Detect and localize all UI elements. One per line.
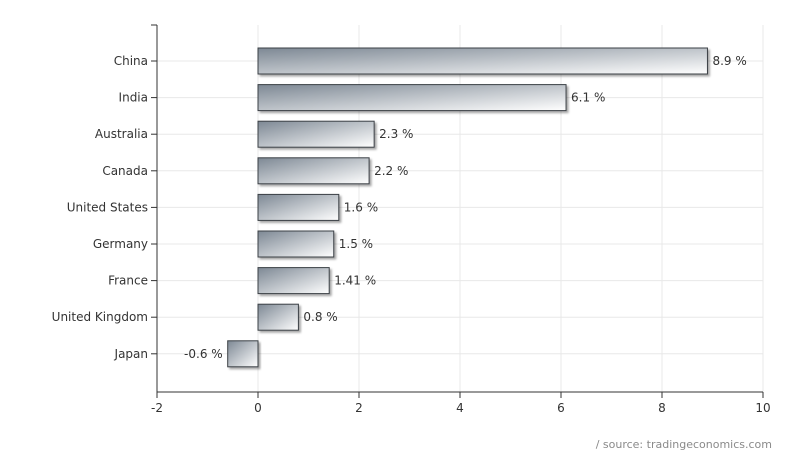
x-tick-label: 6 — [557, 401, 565, 415]
data-label: 8.9 % — [712, 54, 746, 68]
data-label: 2.2 % — [374, 164, 408, 178]
bar — [257, 84, 567, 112]
x-tick-label: 4 — [456, 401, 464, 415]
category-label: India — [119, 91, 148, 105]
category-label: France — [108, 274, 148, 288]
data-label: 0.8 % — [303, 310, 337, 324]
bar — [257, 193, 340, 221]
grid-lines — [157, 25, 764, 392]
data-label: 1.5 % — [339, 237, 373, 251]
bar — [257, 230, 335, 258]
category-label: Germany — [93, 237, 148, 251]
data-label: 6.1 % — [571, 91, 605, 105]
bar — [257, 157, 370, 185]
category-label: China — [114, 54, 148, 68]
bar — [257, 120, 375, 148]
bar — [257, 267, 330, 295]
x-tick-label: 0 — [254, 401, 262, 415]
category-label: Australia — [95, 127, 148, 141]
category-label: United Kingdom — [52, 310, 148, 324]
category-label: Canada — [102, 164, 148, 178]
category-label: United States — [67, 200, 148, 214]
source-note: / source: tradingeconomics.com — [595, 438, 772, 451]
labels: -2 0 2 4 6 8 10 China 8.9 % India 6.1 % Australia 2.… — [52, 54, 771, 415]
x-tick-label: 8 — [658, 401, 666, 415]
axes — [151, 24, 764, 398]
bar — [257, 47, 708, 75]
data-label: 1.41 % — [334, 274, 376, 288]
category-label: Japan — [114, 347, 148, 361]
data-label: -0.6 % — [184, 347, 223, 361]
bar — [257, 303, 299, 331]
bars — [227, 47, 708, 368]
x-tick-label: -2 — [151, 401, 163, 415]
bar — [227, 340, 259, 368]
data-label: 2.3 % — [379, 127, 413, 141]
data-label: 1.6 % — [344, 200, 378, 214]
x-tick-label: 2 — [355, 401, 363, 415]
x-tick-label: 10 — [755, 401, 770, 415]
